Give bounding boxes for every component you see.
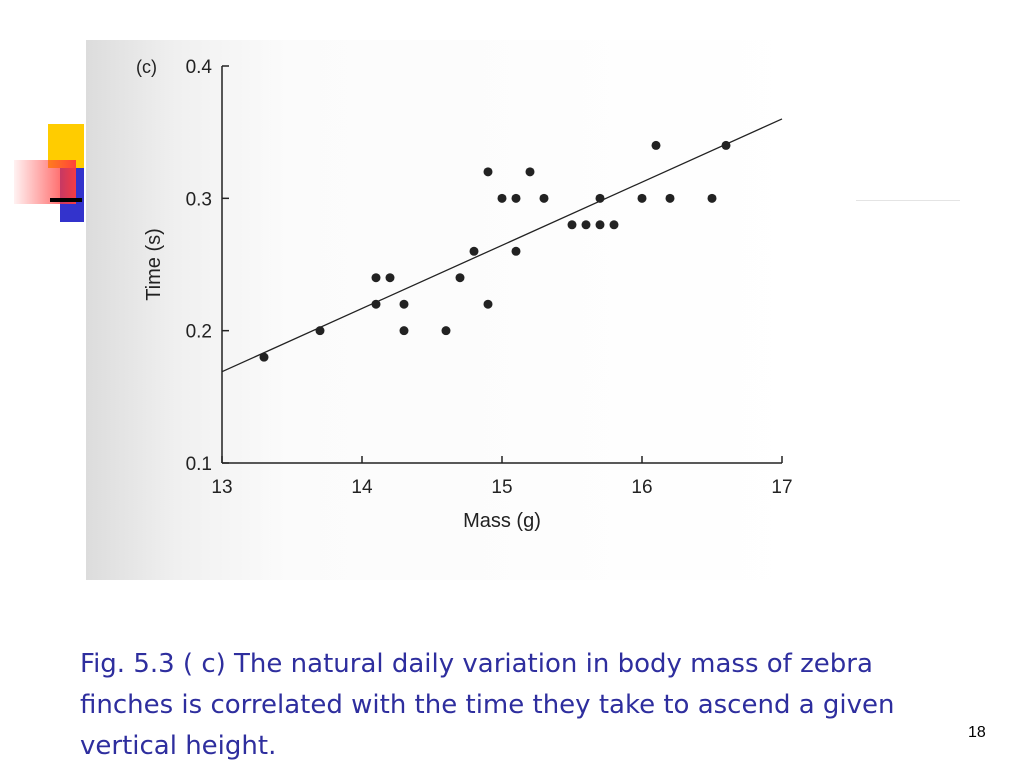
x-axis-label: Mass (g) bbox=[463, 510, 541, 532]
data-point bbox=[259, 352, 269, 362]
data-point bbox=[441, 326, 451, 336]
figure-caption: Fig. 5.3 ( c) The natural daily variatio… bbox=[80, 649, 895, 761]
data-point bbox=[595, 193, 605, 203]
decor-rule bbox=[856, 200, 960, 201]
data-point bbox=[707, 193, 717, 203]
data-point bbox=[385, 273, 395, 283]
x-tick-label: 14 bbox=[351, 477, 373, 498]
x-tick-label: 17 bbox=[771, 477, 792, 498]
x-tick-label: 15 bbox=[491, 477, 512, 498]
data-point bbox=[399, 299, 409, 309]
data-point bbox=[511, 246, 521, 256]
data-point bbox=[483, 167, 493, 177]
data-point bbox=[581, 220, 591, 230]
x-tick-label: 16 bbox=[631, 477, 652, 498]
regression-line bbox=[221, 118, 783, 373]
data-point bbox=[455, 273, 465, 283]
data-point bbox=[609, 220, 619, 230]
scatter-chart: 13 14 15 16 17 0.1 0.2 0.3 0.4 (c) Mass (g) Time (s… bbox=[136, 57, 793, 532]
data-point bbox=[595, 220, 605, 230]
y-tick-label: 0.4 bbox=[186, 57, 213, 78]
y-tick-label: 0.1 bbox=[186, 454, 212, 475]
data-point bbox=[315, 326, 325, 336]
data-point bbox=[497, 193, 507, 203]
data-point bbox=[525, 167, 535, 177]
data-point bbox=[371, 273, 381, 283]
y-tick-label: 0.3 bbox=[186, 189, 212, 210]
data-point bbox=[539, 193, 549, 203]
scanned-figure-background bbox=[86, 40, 806, 580]
panel-label: (c) bbox=[136, 57, 157, 77]
decor-black-line bbox=[50, 198, 82, 202]
data-point bbox=[651, 140, 661, 150]
data-point bbox=[469, 246, 479, 256]
data-point bbox=[637, 193, 647, 203]
data-point bbox=[371, 299, 381, 309]
y-tick-label: 0.2 bbox=[186, 322, 212, 343]
data-point bbox=[511, 193, 521, 203]
decor-red-gradient bbox=[14, 160, 76, 204]
data-point bbox=[665, 193, 675, 203]
x-tick-label: 13 bbox=[211, 477, 232, 498]
y-axis-label: Time (s) bbox=[143, 228, 165, 301]
data-point bbox=[483, 299, 493, 309]
data-point bbox=[399, 326, 409, 336]
data-point bbox=[721, 140, 731, 150]
page-number: 18 bbox=[968, 724, 986, 741]
data-point bbox=[567, 220, 577, 230]
